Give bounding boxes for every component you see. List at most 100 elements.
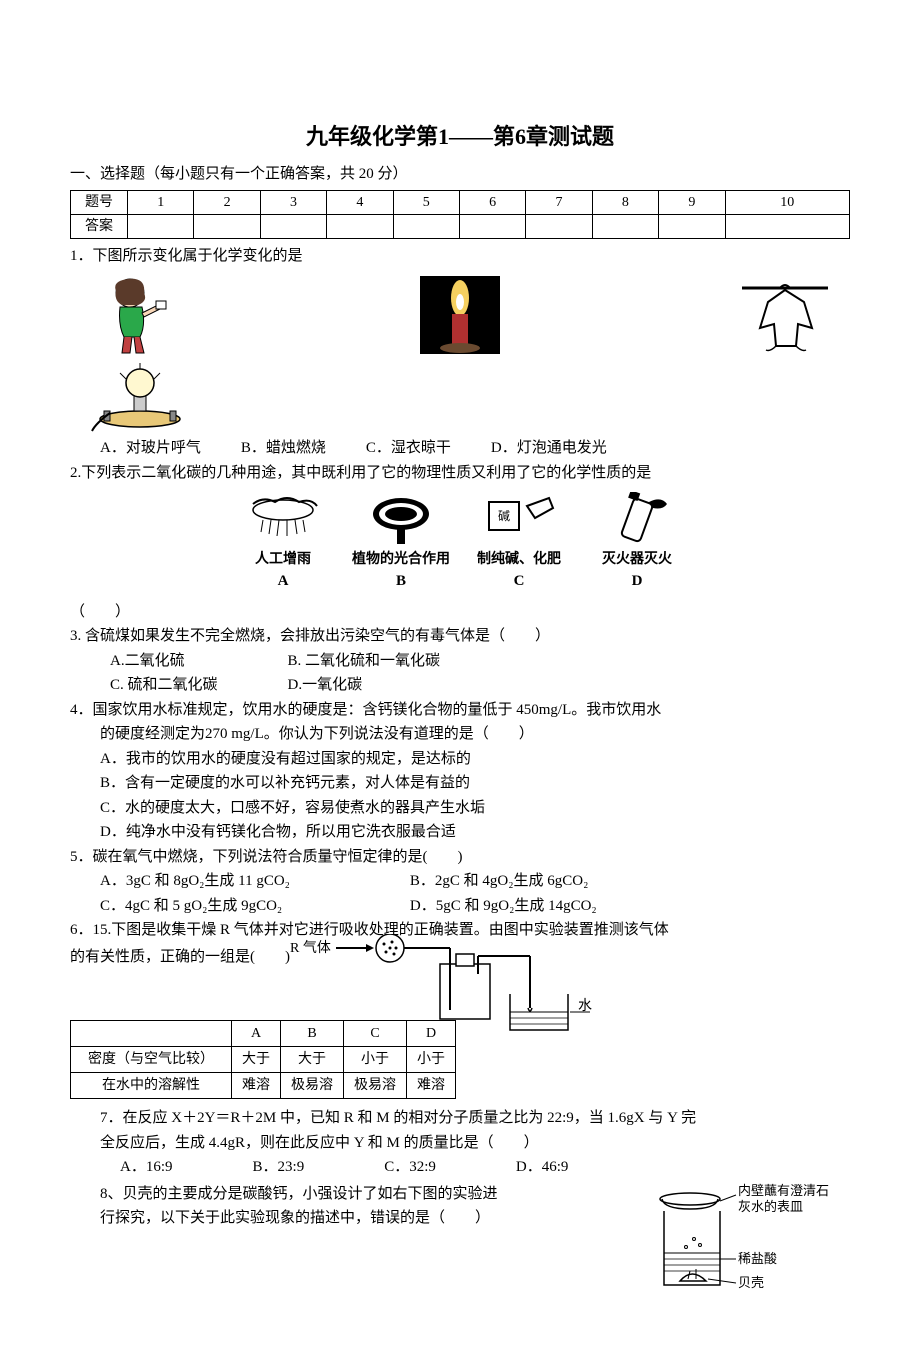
q2-letter-b: B bbox=[396, 570, 406, 593]
cell: 大于 bbox=[232, 1047, 281, 1073]
col-num: 2 bbox=[194, 190, 260, 214]
q8-label-a: 内壁蘸有澄清石 bbox=[738, 1183, 829, 1198]
col-num: 10 bbox=[725, 190, 849, 214]
q4-opt-a: A．我市的饮用水的硬度没有超过国家的规定，是达标的 bbox=[100, 748, 850, 771]
table-row: 密度（与空气比较） 大于 大于 小于 小于 bbox=[71, 1047, 456, 1073]
q2-stem: 2.下列表示二氧化碳的几种用途，其中既利用了它的物理性质又利用了它的化学性质的是 bbox=[70, 462, 850, 485]
q7-opt-c: C．32:9 bbox=[384, 1156, 436, 1179]
q8-text: 8、贝壳的主要成分是碳酸钙，小强设计了如右下图的实验进 行探究，以下关于此实验现… bbox=[100, 1181, 640, 1232]
q7-options: A．16:9 B．23:9 C．32:9 D．46:9 bbox=[120, 1156, 850, 1179]
q2-letter-a: A bbox=[278, 570, 289, 593]
q7-stem-b: 全反应后，生成 4.4gR，则在此反应中 Y 和 M 的质量比是（ ） bbox=[100, 1132, 850, 1155]
q8-stem-a: 8、贝壳的主要成分是碳酸钙，小强设计了如右下图的实验进 bbox=[100, 1183, 640, 1206]
answer-grid: 题号 1 2 3 4 5 6 7 8 9 10 答案 bbox=[70, 190, 850, 239]
cell: 极易溶 bbox=[281, 1073, 344, 1099]
q1-opt-c: C．湿衣晾干 bbox=[366, 437, 451, 460]
q7-opt-b: B．23:9 bbox=[253, 1156, 305, 1179]
col-num: 9 bbox=[659, 190, 725, 214]
q8-diagram: 内壁蘸有澄清石 灰水的表皿 稀盐酸 贝壳 bbox=[650, 1181, 850, 1309]
q4-opt-c: C．水的硬度太大，口感不好，容易使煮水的器具产生水垢 bbox=[100, 797, 850, 820]
q2-cap-a: 人工增雨 bbox=[255, 549, 311, 570]
q8-wrap: 8、贝壳的主要成分是碳酸钙，小强设计了如右下图的实验进 行探究，以下关于此实验现… bbox=[70, 1181, 850, 1309]
table-row: 题号 1 2 3 4 5 6 7 8 9 10 bbox=[71, 190, 850, 214]
q3-opt-d: D.一氧化碳 bbox=[288, 674, 441, 697]
svg-text:水: 水 bbox=[578, 998, 592, 1014]
col-num: 7 bbox=[526, 190, 592, 214]
q8-label-c: 稀盐酸 bbox=[738, 1251, 777, 1266]
q3-opt-a: A.二氧化硫 bbox=[110, 650, 218, 673]
cell: 小于 bbox=[407, 1047, 456, 1073]
answer-cell bbox=[659, 214, 725, 238]
q4-opt-b: B．含有一定硬度的水可以补充钙元素，对人体是有益的 bbox=[100, 772, 850, 795]
answer-cell bbox=[128, 214, 194, 238]
q3-options: A.二氧化硫 C. 硫和二氧化碳 B. 二氧化硫和一氧化碳 D.一氧化碳 bbox=[110, 650, 850, 697]
q2-letter-c: C bbox=[514, 570, 525, 593]
table-row: 在水中的溶解性 难溶 极易溶 极易溶 难溶 bbox=[71, 1073, 456, 1099]
q2-fig-d: 灭火器灭火 D bbox=[587, 492, 687, 593]
q1-stem: 1．下图所示变化属于化学变化的是 bbox=[70, 245, 850, 268]
q8-label-b: 灰水的表皿 bbox=[738, 1199, 803, 1214]
q4-stem-a: 4．国家饮用水标准规定，饮用水的硬度是：含钙镁化合物的量低于 450mg/L。我… bbox=[70, 699, 850, 722]
q3-opt-b: B. 二氧化硫和一氧化碳 bbox=[288, 650, 441, 673]
q2-fig-a: 人工增雨 A bbox=[233, 492, 333, 593]
answer-cell bbox=[725, 214, 849, 238]
cell: 小于 bbox=[344, 1047, 407, 1073]
gas-label-text: R 气体 bbox=[290, 940, 331, 956]
cell: 难溶 bbox=[407, 1073, 456, 1099]
q4-opt-d: D．纯净水中没有钙镁化合物，所以用它洗衣服最合适 bbox=[100, 821, 850, 844]
cell: 密度（与空气比较） bbox=[71, 1047, 232, 1073]
q5-opt-c: C．4gC 和 5 gO₂生成 9gCO₂ bbox=[100, 895, 290, 918]
answer-cell bbox=[260, 214, 326, 238]
cell: 难溶 bbox=[232, 1073, 281, 1099]
col-num: 6 bbox=[459, 190, 525, 214]
col-num: 3 bbox=[260, 190, 326, 214]
exam-page: 九年级化学第1——第6章测试题 一、选择题（每小题只有一个正确答案，共 20 分… bbox=[0, 0, 920, 1348]
svg-text:碱: 碱 bbox=[498, 509, 510, 523]
answer-cell bbox=[592, 214, 658, 238]
clothes-drying-icon bbox=[740, 275, 830, 355]
cell: 极易溶 bbox=[344, 1073, 407, 1099]
q2-letter-d: D bbox=[632, 570, 643, 593]
q5-options: A．3gC 和 8gO₂生成 11 gCO₂ C．4gC 和 5 gO₂生成 9… bbox=[100, 870, 850, 917]
q2-fig-c: 碱 制纯碱、化肥 C bbox=[469, 492, 569, 593]
col-num: 8 bbox=[592, 190, 658, 214]
cell: A bbox=[232, 1021, 281, 1047]
q2-cap-d: 灭火器灭火 bbox=[602, 549, 672, 570]
q7-opt-a: A．16:9 bbox=[120, 1156, 173, 1179]
answer-cell bbox=[393, 214, 459, 238]
col-num: 1 bbox=[128, 190, 194, 214]
row-label: 题号 bbox=[71, 190, 128, 214]
q7-stem-a: 7．在反应 X＋2Y＝R＋2M 中，已知 R 和 M 的相对分子质量之比为 22… bbox=[100, 1107, 850, 1130]
col-num: 4 bbox=[327, 190, 393, 214]
answer-cell bbox=[526, 214, 592, 238]
q5-stem: 5．碳在氧气中燃烧，下列说法符合质量守恒定律的是( ) bbox=[70, 846, 850, 869]
q1-options: A．对玻片呼气 B．蜡烛燃烧 C．湿衣晾干 D．灯泡通电发光 bbox=[100, 437, 850, 460]
q5-opt-b: B．2gC 和 4gO₂生成 6gCO₂ bbox=[410, 870, 597, 893]
row-label: 答案 bbox=[71, 214, 128, 238]
cell: 在水中的溶解性 bbox=[71, 1073, 232, 1099]
candle-icon bbox=[415, 275, 505, 355]
cell bbox=[71, 1021, 232, 1047]
q2-cap-b: 植物的光合作用 bbox=[352, 549, 450, 570]
q3-stem: 3. 含硫煤如果发生不完全燃烧，会排放出污染空气的有毒气体是（ ） bbox=[70, 625, 850, 648]
page-title: 九年级化学第1——第6章测试题 bbox=[70, 120, 850, 153]
q5-opt-d: D．5gC 和 9gO₂生成 14gCO₂ bbox=[410, 895, 597, 918]
answer-cell bbox=[194, 214, 260, 238]
q8-stem-b: 行探究，以下关于此实验现象的描述中，错误的是（ ） bbox=[100, 1207, 640, 1230]
q4-stem-b: 的硬度经测定为270 mg/L。你认为下列说法没有道理的是（ ） bbox=[100, 723, 850, 746]
q7-opt-d: D．46:9 bbox=[516, 1156, 569, 1179]
bulb-image bbox=[90, 363, 850, 433]
answer-cell bbox=[459, 214, 525, 238]
q5-opt-a: A．3gC 和 8gO₂生成 11 gCO₂ bbox=[100, 870, 290, 893]
q2-figures: 人工增雨 A 植物的光合作用 B 碱 制纯碱、化肥 C bbox=[70, 492, 850, 593]
table-row: 答案 bbox=[71, 214, 850, 238]
q6-stem-b: 的有关性质，正确的一组是( ) bbox=[70, 946, 290, 969]
q2-fig-b: 植物的光合作用 B bbox=[351, 492, 451, 593]
q2-tail: （ ） bbox=[70, 601, 850, 624]
q2-cap-c: 制纯碱、化肥 bbox=[477, 549, 561, 570]
cell: 大于 bbox=[281, 1047, 344, 1073]
q8-label-d: 贝壳 bbox=[738, 1275, 764, 1290]
q1-images bbox=[90, 275, 830, 355]
q3-opt-c: C. 硫和二氧化碳 bbox=[110, 674, 218, 697]
section-1-heading: 一、选择题（每小题只有一个正确答案，共 20 分） bbox=[70, 163, 850, 186]
